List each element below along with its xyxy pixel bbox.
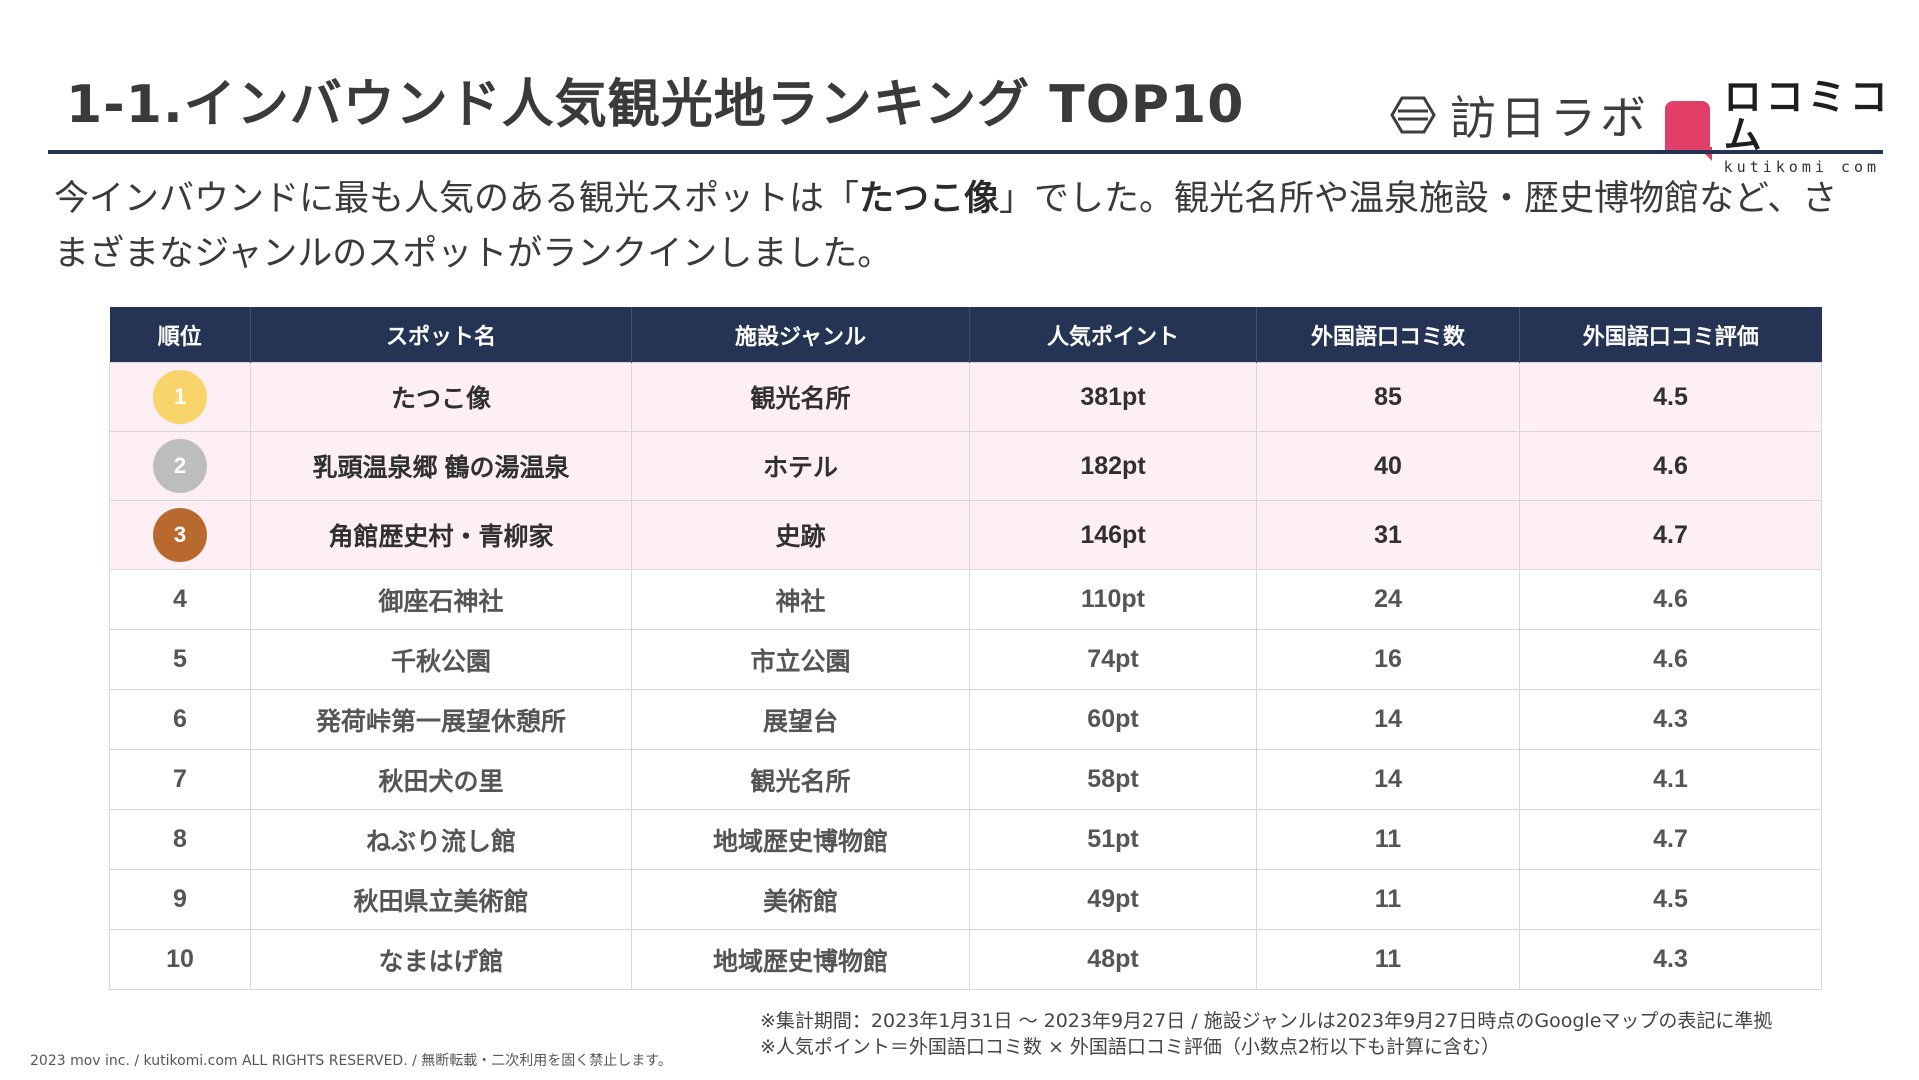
spot-name-cell: 秋田犬の里	[250, 749, 632, 810]
rating-cell: 4.7	[1519, 809, 1822, 870]
rank-cell: 7	[109, 749, 251, 810]
hexagon-logo-icon	[1390, 96, 1436, 134]
rank-cell: 4	[109, 569, 251, 630]
genre-cell: ホテル	[631, 431, 970, 501]
kutikomi-logo: ロコミコム kutikomi com	[1665, 78, 1919, 175]
logo-secondary-text: ロコミコム	[1723, 75, 1892, 157]
intro-paragraph: 今インバウンドに最も人気のある観光スポットは「たつこ像」でした。観光名所や温泉施…	[54, 172, 1844, 282]
review-count-cell: 11	[1256, 809, 1520, 870]
logo-secondary-sub: kutikomi com	[1723, 158, 1881, 176]
rating-cell: 4.6	[1519, 431, 1822, 501]
table-row: 8 ねぶり流し館 地域歴史博物館 51pt 11 4.7	[109, 809, 1822, 870]
spot-name-cell: 乳頭温泉郷 鶴の湯温泉	[250, 431, 632, 501]
table-row: 2 乳頭温泉郷 鶴の湯温泉 ホテル 182pt 40 4.6	[109, 431, 1822, 501]
intro-before: 今インバウンドに最も人気のある観光スポットは「	[54, 179, 860, 219]
points-cell: 58pt	[969, 749, 1257, 810]
genre-cell: 観光名所	[631, 362, 970, 432]
table-row: 5 千秋公園 市立公園 74pt 16 4.6	[109, 629, 1822, 690]
spot-name-cell: ねぶり流し館	[250, 809, 632, 870]
spot-name-cell: 御座石神社	[250, 569, 632, 630]
review-count-cell: 16	[1256, 629, 1520, 690]
table-row: 6 発荷峠第一展望休憩所 展望台 60pt 14 4.3	[109, 689, 1822, 750]
rank-cell: 3	[109, 500, 251, 570]
spot-name-cell: 発荷峠第一展望休憩所	[250, 689, 632, 750]
table-row: 4 御座石神社 神社 110pt 24 4.6	[109, 569, 1822, 630]
spot-name-cell: たつこ像	[250, 362, 632, 432]
homvisit-lab-logo: 訪日ラボ	[1390, 82, 1650, 148]
genre-cell: 史跡	[631, 500, 970, 570]
table-row: 1 たつこ像 観光名所 381pt 85 4.5	[109, 362, 1822, 432]
points-cell: 74pt	[969, 629, 1257, 690]
rating-cell: 4.1	[1519, 749, 1822, 810]
spot-name-cell: 千秋公園	[250, 629, 632, 690]
header-genre: 施設ジャンル	[631, 307, 970, 363]
intro-after: 」でした。観光名所や温泉施設・歴史博物館など、さまざまなジャンルのスポットがラン…	[54, 179, 1838, 274]
copyright-notice: 2023 mov inc. / kutikomi.com ALL RIGHTS …	[30, 1053, 672, 1069]
ranking-table: 順位 スポット名 施設ジャンル 人気ポイント 外国語口コミ数 外国語口コミ評価 …	[109, 307, 1822, 990]
review-count-cell: 40	[1256, 431, 1520, 501]
rating-cell: 4.3	[1519, 929, 1822, 990]
review-count-cell: 14	[1256, 689, 1520, 750]
genre-cell: 観光名所	[631, 749, 970, 810]
rank-medal-icon: 3	[153, 508, 207, 562]
rating-cell: 4.6	[1519, 569, 1822, 630]
points-cell: 110pt	[969, 569, 1257, 630]
intro-highlight: たつこ像	[859, 179, 1000, 219]
genre-cell: 神社	[631, 569, 970, 630]
review-count-cell: 31	[1256, 500, 1520, 570]
footnotes: ※集計期間：2023年1月31日 〜 2023年9月27日 / 施設ジャンルは2…	[760, 1008, 1772, 1060]
points-cell: 60pt	[969, 689, 1257, 750]
rank-medal-icon: 1	[153, 370, 207, 424]
page-title: 1-1.インバウンド人気観光地ランキング TOP10	[66, 75, 1245, 135]
genre-cell: 展望台	[631, 689, 970, 750]
review-count-cell: 85	[1256, 362, 1520, 432]
header-review-count: 外国語口コミ数	[1256, 307, 1520, 363]
spot-name-cell: 角館歴史村・青柳家	[250, 500, 632, 570]
review-count-cell: 11	[1256, 929, 1520, 990]
genre-cell: 地域歴史博物館	[631, 809, 970, 870]
review-count-cell: 14	[1256, 749, 1520, 810]
rank-cell: 5	[109, 629, 251, 690]
spot-name-cell: 秋田県立美術館	[250, 869, 632, 930]
points-cell: 48pt	[969, 929, 1257, 990]
footnote-period: ※集計期間：2023年1月31日 〜 2023年9月27日 / 施設ジャンルは2…	[760, 1010, 1773, 1032]
table-row: 7 秋田犬の里 観光名所 58pt 14 4.1	[109, 749, 1822, 810]
header-spot-name: スポット名	[250, 307, 632, 363]
genre-cell: 地域歴史博物館	[631, 929, 970, 990]
rating-cell: 4.6	[1519, 629, 1822, 690]
rating-cell: 4.5	[1519, 869, 1822, 930]
rank-cell: 8	[109, 809, 251, 870]
logo-primary-text: 訪日ラボ	[1450, 91, 1650, 145]
header-review-rating: 外国語口コミ評価	[1519, 307, 1822, 363]
spot-name-cell: なまはげ館	[250, 929, 632, 990]
review-count-cell: 11	[1256, 869, 1520, 930]
points-cell: 49pt	[969, 869, 1257, 930]
table-row: 10 なまはげ館 地域歴史博物館 48pt 11 4.3	[109, 929, 1822, 990]
header-rank: 順位	[109, 307, 251, 363]
rank-cell: 10	[109, 929, 251, 990]
rank-cell: 9	[109, 869, 251, 930]
genre-cell: 市立公園	[631, 629, 970, 690]
rank-cell: 6	[109, 689, 251, 750]
header-points: 人気ポイント	[969, 307, 1257, 363]
points-cell: 146pt	[969, 500, 1257, 570]
points-cell: 51pt	[969, 809, 1257, 870]
points-cell: 381pt	[969, 362, 1257, 432]
rank-cell: 1	[109, 362, 251, 432]
table-header-row: 順位 スポット名 施設ジャンル 人気ポイント 外国語口コミ数 外国語口コミ評価	[109, 307, 1822, 363]
rank-cell: 2	[109, 431, 251, 501]
title-underline	[48, 150, 1883, 154]
genre-cell: 美術館	[631, 869, 970, 930]
points-cell: 182pt	[969, 431, 1257, 501]
speech-bubble-icon	[1665, 100, 1712, 161]
rank-medal-icon: 2	[153, 439, 207, 493]
rating-cell: 4.5	[1519, 362, 1822, 432]
rating-cell: 4.3	[1519, 689, 1822, 750]
review-count-cell: 24	[1256, 569, 1520, 630]
table-row: 9 秋田県立美術館 美術館 49pt 11 4.5	[109, 869, 1822, 930]
table-row: 3 角館歴史村・青柳家 史跡 146pt 31 4.7	[109, 500, 1822, 570]
rating-cell: 4.7	[1519, 500, 1822, 570]
footnote-formula: ※人気ポイント＝外国語口コミ数 × 外国語口コミ評価（小数点2桁以下も計算に含む…	[760, 1036, 1501, 1058]
